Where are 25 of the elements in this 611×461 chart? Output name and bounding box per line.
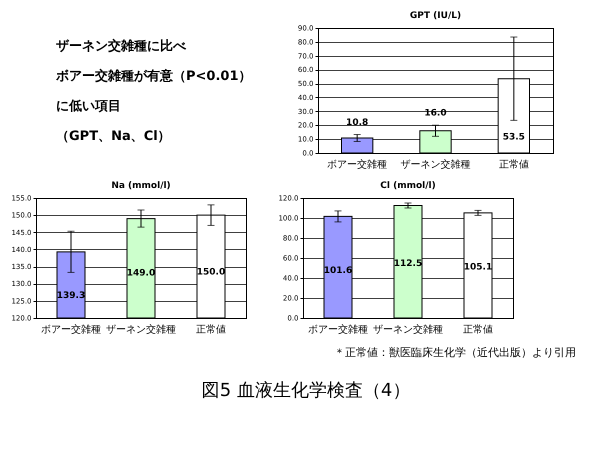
data-label: 105.1 — [464, 262, 492, 273]
data-label: 150.0 — [196, 268, 226, 278]
text: 図5 血液生化学検査（4） — [202, 380, 410, 401]
data-label: 112.5 — [394, 259, 422, 269]
text: ザーネン交雑種に比べ — [56, 38, 187, 54]
data-label: 149.0 — [126, 268, 156, 279]
data-label: 101.6 — [324, 266, 352, 276]
x-tick-label: ボアー交雑種 — [308, 324, 368, 336]
chart-title: GPT (IU/L) — [410, 11, 462, 21]
text: に低い項目 — [56, 99, 121, 114]
x-tick-label: ザーネン交雑種 — [106, 324, 176, 336]
x-tick-label: ザーネン交雑種 — [373, 324, 443, 336]
x-tick-label: 正常値 — [463, 324, 493, 336]
chart-title: Na (mmol/l) — [111, 181, 171, 191]
text: ＊正常値：獣医臨床生化学（近代出版）より引用 — [334, 346, 576, 359]
x-tick-label: 正常値 — [498, 158, 529, 170]
text: ボアー交雑種が有意（P<0.01） — [55, 68, 252, 84]
x-tick-label: 正常値 — [196, 324, 226, 336]
x-tick-label: ボアー交雑種 — [41, 324, 101, 336]
text: （GPT、Na、Cl） — [56, 129, 171, 144]
data-label: 139.3 — [56, 291, 86, 302]
data-label: 53.5 — [502, 132, 525, 143]
x-tick-label: ボアー交雑種 — [327, 158, 388, 170]
chart-title: Cl (mmol/l) — [380, 181, 436, 191]
x-tick-label: ザーネン交雑種 — [400, 158, 470, 170]
